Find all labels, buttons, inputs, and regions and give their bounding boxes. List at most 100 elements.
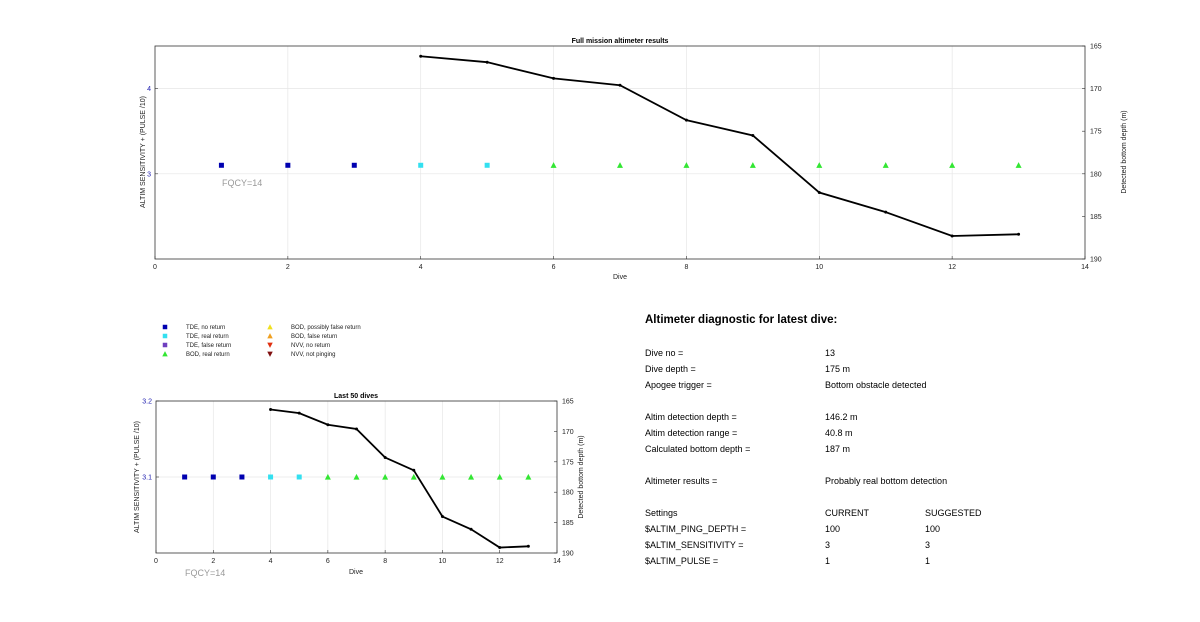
bottom-depth-point xyxy=(485,60,489,64)
bod-real-return-point xyxy=(683,162,690,168)
bottom-depth-point xyxy=(552,76,556,80)
x-tick-label: 6 xyxy=(326,558,330,565)
chart1-ylabel-right: Detected bottom depth (m) xyxy=(1121,110,1128,193)
x-tick-label: 12 xyxy=(496,558,504,565)
bottom-depth-point xyxy=(383,456,387,460)
settings-header-suggested: SUGGESTED xyxy=(925,508,982,518)
diag-value: 146.2 m xyxy=(825,412,858,422)
tde-real-return-point xyxy=(296,474,302,480)
bottom-depth-point xyxy=(751,133,755,137)
chart2-xlabel: Dive xyxy=(349,569,363,576)
setting-suggested: 100 xyxy=(925,524,941,534)
tde-no-return-point xyxy=(218,162,224,168)
diag-label: Altimeter results = xyxy=(645,476,718,486)
bottom-depth-point xyxy=(498,546,502,550)
tde-real-return-point xyxy=(268,474,274,480)
diag-label: Dive depth = xyxy=(645,364,696,374)
diag-row-dive-no: Dive no = 13 xyxy=(645,348,1165,360)
setting-label: $ALTIM_PULSE = xyxy=(645,556,719,566)
diag-value: 175 m xyxy=(825,364,851,374)
bod-real-return-point xyxy=(439,473,446,480)
bottom-depth-point xyxy=(884,210,888,214)
settings-row-ping-depth: $ALTIM_PING_DEPTH = 100 100 xyxy=(645,524,1165,536)
bod-real-return-point xyxy=(496,473,503,480)
y-right-tick-label: 180 xyxy=(562,490,574,497)
setting-label: $ALTIM_PING_DEPTH = xyxy=(645,524,747,534)
y-left-tick-label: 3.1 xyxy=(142,475,152,482)
diag-label: Dive no = xyxy=(645,348,684,358)
tde-no-return-point xyxy=(351,162,357,168)
chart1-xlabel: Dive xyxy=(613,274,627,281)
chart2-ylabel-right: Detected bottom depth (m) xyxy=(578,435,585,518)
bottom-depth-point xyxy=(684,118,688,122)
bottom-depth-point xyxy=(355,427,358,431)
bod-real-return-point xyxy=(410,473,417,480)
y-right-tick-label: 190 xyxy=(1090,257,1102,264)
diag-value: 13 xyxy=(825,348,836,358)
bod-real-return-point xyxy=(816,162,823,168)
chart2-fqcy-annotation: FQCY=14 xyxy=(185,568,225,578)
y-right-tick-label: 175 xyxy=(1090,129,1102,136)
setting-suggested: 1 xyxy=(925,556,931,566)
y-right-tick-label: 165 xyxy=(1090,44,1102,51)
bottom-depth-point xyxy=(950,234,954,238)
tde-real-return-point xyxy=(484,162,490,168)
setting-current: 3 xyxy=(825,540,831,550)
x-tick-label: 8 xyxy=(383,558,387,565)
setting-suggested: 3 xyxy=(925,540,931,550)
diag-row-dive-depth: Dive depth = 175 m xyxy=(645,364,1165,376)
bottom-depth-point xyxy=(440,515,444,519)
diag-value: 40.8 m xyxy=(825,428,853,438)
bottom-depth-point xyxy=(1017,232,1021,236)
diag-row-altim-detection-range: Altim detection range = 40.8 m xyxy=(645,428,1165,440)
settings-row-pulse: $ALTIM_PULSE = 1 1 xyxy=(645,556,1165,568)
bottom-depth-point xyxy=(618,83,622,87)
bod-real-return-point xyxy=(382,473,389,480)
y-right-tick-label: 170 xyxy=(562,429,574,436)
bod-real-return-point xyxy=(949,162,956,168)
settings-header-current: CURRENT xyxy=(825,508,869,518)
bottom-depth-point xyxy=(269,408,273,412)
settings-row-sensitivity: $ALTIM_SENSITIVITY = 3 3 xyxy=(645,540,1165,552)
x-tick-label: 2 xyxy=(286,264,290,271)
chart2-ylabel-left: ALTIM SENSITIVITY + (PULSE /10) xyxy=(134,421,141,533)
y-right-tick-label: 185 xyxy=(562,520,574,527)
bod-real-return-point xyxy=(749,162,756,168)
y-right-tick-label: 185 xyxy=(1090,214,1102,221)
y-right-tick-label: 190 xyxy=(562,551,574,558)
settings-header-label: Settings xyxy=(645,508,678,518)
diag-row-altim-detection-depth: Altim detection depth = 146.2 m xyxy=(645,412,1165,424)
x-tick-label: 10 xyxy=(815,264,823,271)
y-left-tick-label: 3 xyxy=(147,171,151,178)
x-tick-label: 10 xyxy=(439,558,447,565)
x-tick-label: 14 xyxy=(1081,264,1089,271)
tde-no-return-point xyxy=(285,162,291,168)
y-right-tick-label: 165 xyxy=(562,399,574,406)
x-tick-label: 4 xyxy=(419,264,423,271)
x-tick-label: 8 xyxy=(684,264,688,271)
chart1-fqcy-annotation: FQCY=14 xyxy=(222,178,262,188)
diag-value: Probably real bottom detection xyxy=(825,476,948,486)
diag-label: Calculated bottom depth = xyxy=(645,444,751,454)
x-tick-label: 0 xyxy=(154,558,158,565)
bottom-depth-point xyxy=(817,191,821,195)
bod-real-return-point xyxy=(1015,162,1022,168)
chart2-title: Last 50 dives xyxy=(334,393,378,400)
bod-real-return-point xyxy=(525,473,532,480)
x-tick-label: 0 xyxy=(153,264,157,271)
bottom-depth-point xyxy=(297,411,301,415)
chart1-ylabel-left: ALTIM SENSITIVITY + (PULSE /10) xyxy=(140,96,147,208)
tde-no-return-point xyxy=(182,474,188,480)
diag-row-apogee-trigger: Apogee trigger = Bottom obstacle detecte… xyxy=(645,380,1165,392)
diag-row-calculated-bottom-depth: Calculated bottom depth = 187 m xyxy=(645,444,1165,456)
chart1-title: Full mission altimeter results xyxy=(572,38,669,45)
x-tick-label: 14 xyxy=(553,558,561,565)
y-right-tick-label: 180 xyxy=(1090,171,1102,178)
diagnostic-title: Altimeter diagnostic for latest dive: xyxy=(645,314,838,326)
tde-no-return-point xyxy=(210,474,216,480)
diag-row-altimeter-results: Altimeter results = Probably real bottom… xyxy=(645,476,1165,488)
bod-real-return-point xyxy=(353,473,360,480)
tde-no-return-point xyxy=(239,474,245,480)
bottom-depth-point xyxy=(526,544,530,548)
